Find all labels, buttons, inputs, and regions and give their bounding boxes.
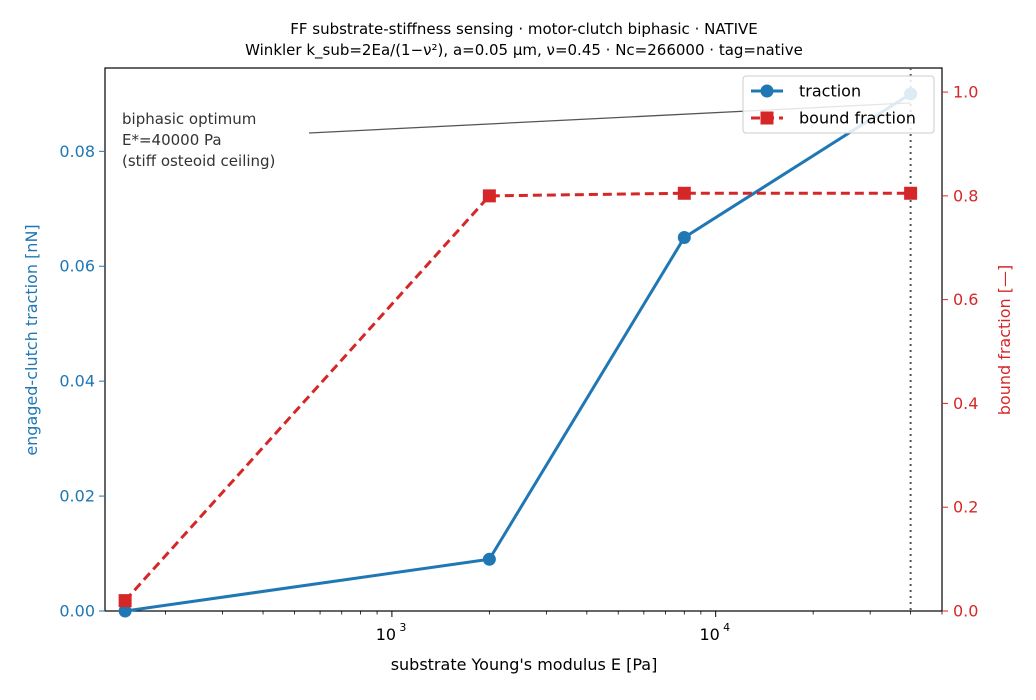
legend-marker-traction <box>760 84 774 98</box>
data-point-traction <box>118 604 132 618</box>
data-point-traction <box>482 552 496 566</box>
data-point-bound-fraction <box>482 189 496 203</box>
legend-label: traction <box>799 82 861 101</box>
y-axis-left-label: engaged-clutch traction [nN] <box>22 224 41 455</box>
plot-frame <box>104 67 943 612</box>
series-line-bound-fraction <box>124 191 911 602</box>
legend-box <box>742 75 935 134</box>
data-point-bound-fraction <box>677 186 691 200</box>
data-point-bound-fraction <box>904 186 918 200</box>
chart-title-line1: FF substrate-stiffness sensing · motor-c… <box>290 20 758 38</box>
plot-area <box>104 67 943 612</box>
legend: traction bound fraction <box>742 75 935 134</box>
annotation-text-line: (stiff osteoid ceiling) <box>122 152 275 170</box>
y-right-tick-label: 1.0 <box>953 83 978 102</box>
y-right-tick-label: 0.2 <box>953 498 978 517</box>
y-axis-left: 0.00 0.02 0.04 0.06 0.08 <box>59 142 105 621</box>
annotation-text-line: biphasic optimum <box>122 110 256 128</box>
y-right-tick-label: 0.0 <box>953 602 978 621</box>
legend-marker-bound-fraction <box>760 111 774 125</box>
y-right-tick-label: 0.4 <box>953 394 978 413</box>
y-right-tick-label: 0.8 <box>953 186 978 205</box>
y-left-tick-label: 0.04 <box>59 372 95 391</box>
legend-label: bound fraction <box>799 109 916 128</box>
series-line-traction <box>124 92 912 613</box>
y-right-tick-label: 0.6 <box>953 290 978 309</box>
annotation-text-line: E*=40000 Pa <box>122 131 222 149</box>
x-axis: 10 3 10 4 <box>165 611 943 644</box>
x-tick-exponent: 3 <box>399 621 406 634</box>
x-tick-label: 10 <box>376 625 396 644</box>
x-axis-label: substrate Young's modulus E [Pa] <box>391 655 658 674</box>
y-axis-right: 0.0 0.2 0.4 0.6 0.8 1.0 <box>942 83 978 621</box>
y-left-tick-label: 0.06 <box>59 257 95 276</box>
x-tick-exponent: 4 <box>723 621 730 634</box>
y-axis-right-label: bound fraction [—] <box>995 265 1014 416</box>
data-point-bound-fraction <box>118 594 132 608</box>
chart-title-line2: Winkler k_sub=2Ea/(1−ν²), a=0.05 µm, ν=0… <box>245 41 803 60</box>
y-left-tick-label: 0.08 <box>59 142 95 161</box>
y-left-tick-label: 0.00 <box>59 602 95 621</box>
x-tick-label: 10 <box>700 625 720 644</box>
chart-titles: FF substrate-stiffness sensing · motor-c… <box>245 20 803 60</box>
data-point-traction <box>677 231 691 245</box>
y-left-tick-label: 0.02 <box>59 487 95 506</box>
